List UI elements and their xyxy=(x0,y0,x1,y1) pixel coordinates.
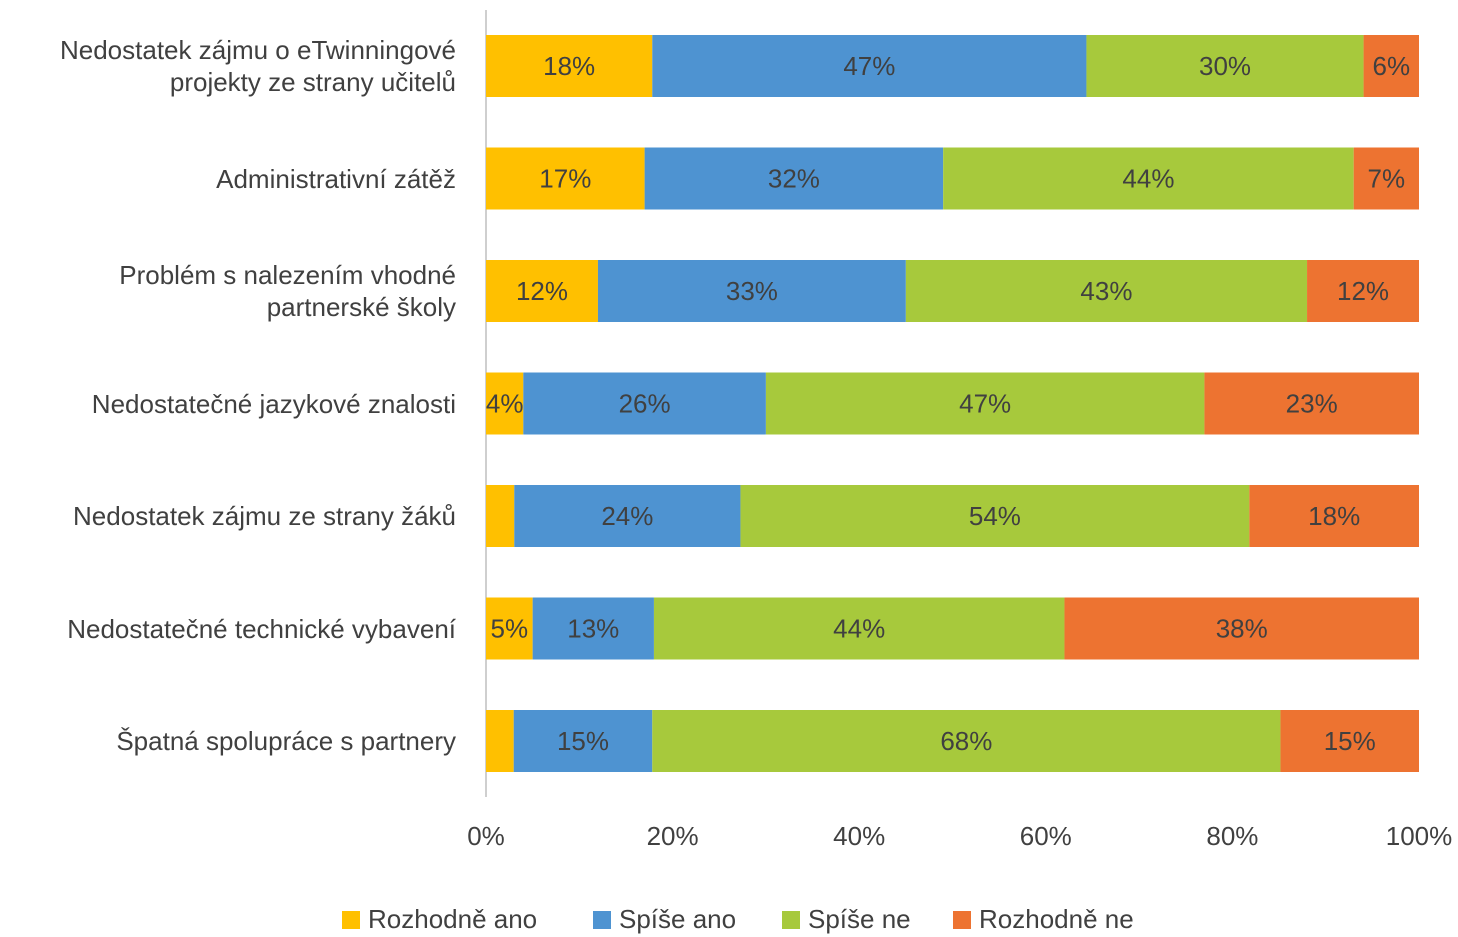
data-label: 26% xyxy=(619,388,671,418)
data-label: 43% xyxy=(1080,276,1132,306)
y-tick-label: Problém s nalezením vhodné partnerské šk… xyxy=(119,260,456,322)
legend-label: Spíše ano xyxy=(619,904,736,934)
bar-segment xyxy=(597,260,906,322)
x-tick-label: 60% xyxy=(1020,821,1072,851)
x-tick-label: 0% xyxy=(467,821,505,851)
legend-label: Spíše ne xyxy=(808,904,911,934)
data-label: 15% xyxy=(1324,726,1376,756)
bar-segment xyxy=(740,485,1250,547)
bar-segment xyxy=(943,147,1354,210)
y-tick-label: Nedostatečné jazykové znalosti xyxy=(91,388,456,419)
data-label: 6% xyxy=(1372,51,1410,81)
data-label: 23% xyxy=(1286,388,1338,418)
legend-label: Rozhodně ano xyxy=(368,904,537,934)
data-label: 17% xyxy=(539,163,591,193)
bar-segment xyxy=(486,597,533,660)
legend-label: Rozhodně ne xyxy=(979,904,1134,934)
data-label: 5% xyxy=(491,613,529,643)
data-label: 68% xyxy=(940,726,992,756)
legend-swatch xyxy=(342,911,360,929)
y-tick-label: Nedostatek zájmu o eTwinningové projekty… xyxy=(59,35,456,97)
y-tick-label: Špatná spolupráce s partnery xyxy=(116,726,456,756)
bar-segment xyxy=(1280,710,1419,772)
bar-segment xyxy=(486,372,524,435)
bar-segment xyxy=(652,35,1087,97)
y-tick-label: Nedostatečné technické vybavení xyxy=(67,613,456,644)
bar-segment xyxy=(486,710,514,772)
data-label: 30% xyxy=(1199,51,1251,81)
data-label: 4% xyxy=(486,388,524,418)
data-label: 15% xyxy=(557,726,609,756)
bar-segment xyxy=(1064,597,1419,660)
data-label: 47% xyxy=(843,51,895,81)
bar-segment xyxy=(1307,260,1419,322)
bar-segment xyxy=(1249,485,1419,547)
y-tick-label: Administrativní zátěž xyxy=(216,163,456,194)
x-tick-label: 20% xyxy=(647,821,699,851)
bar-segment xyxy=(532,597,654,660)
data-label: 33% xyxy=(726,276,778,306)
x-tick-label: 100% xyxy=(1386,821,1453,851)
x-tick-label: 40% xyxy=(833,821,885,851)
data-label: 38% xyxy=(1216,613,1268,643)
bar-segment xyxy=(1363,35,1419,97)
legend-swatch xyxy=(782,911,800,929)
bar-segment xyxy=(486,260,598,322)
bar-segment xyxy=(486,147,645,210)
y-tick-label: Nedostatek zájmu ze strany žáků xyxy=(73,501,456,531)
data-label: 18% xyxy=(543,51,595,81)
data-label: 24% xyxy=(601,501,653,531)
bar-segment xyxy=(486,485,515,547)
data-label: 44% xyxy=(833,613,885,643)
x-tick-label: 80% xyxy=(1206,821,1258,851)
data-label: 7% xyxy=(1368,163,1406,193)
bar-segment xyxy=(653,597,1065,660)
legend-swatch xyxy=(593,911,611,929)
data-label: 13% xyxy=(567,613,619,643)
data-label: 12% xyxy=(516,276,568,306)
bar-segment xyxy=(905,260,1308,322)
bar-segment xyxy=(644,147,944,210)
data-label: 12% xyxy=(1337,276,1389,306)
bar-segment xyxy=(514,485,741,547)
data-label: 54% xyxy=(969,501,1021,531)
data-label: 47% xyxy=(959,388,1011,418)
data-label: 18% xyxy=(1308,501,1360,531)
bar-segment xyxy=(1086,35,1364,97)
legend-swatch xyxy=(953,911,971,929)
bar-segment xyxy=(1353,147,1419,210)
bar-segment xyxy=(765,372,1205,435)
bar-segment xyxy=(513,710,653,772)
bar-segment xyxy=(652,710,1281,772)
bar-segment xyxy=(486,35,653,97)
data-label: 32% xyxy=(768,163,820,193)
bar-segment xyxy=(523,372,766,435)
bar-segment xyxy=(1204,372,1419,435)
data-label: 44% xyxy=(1122,163,1174,193)
